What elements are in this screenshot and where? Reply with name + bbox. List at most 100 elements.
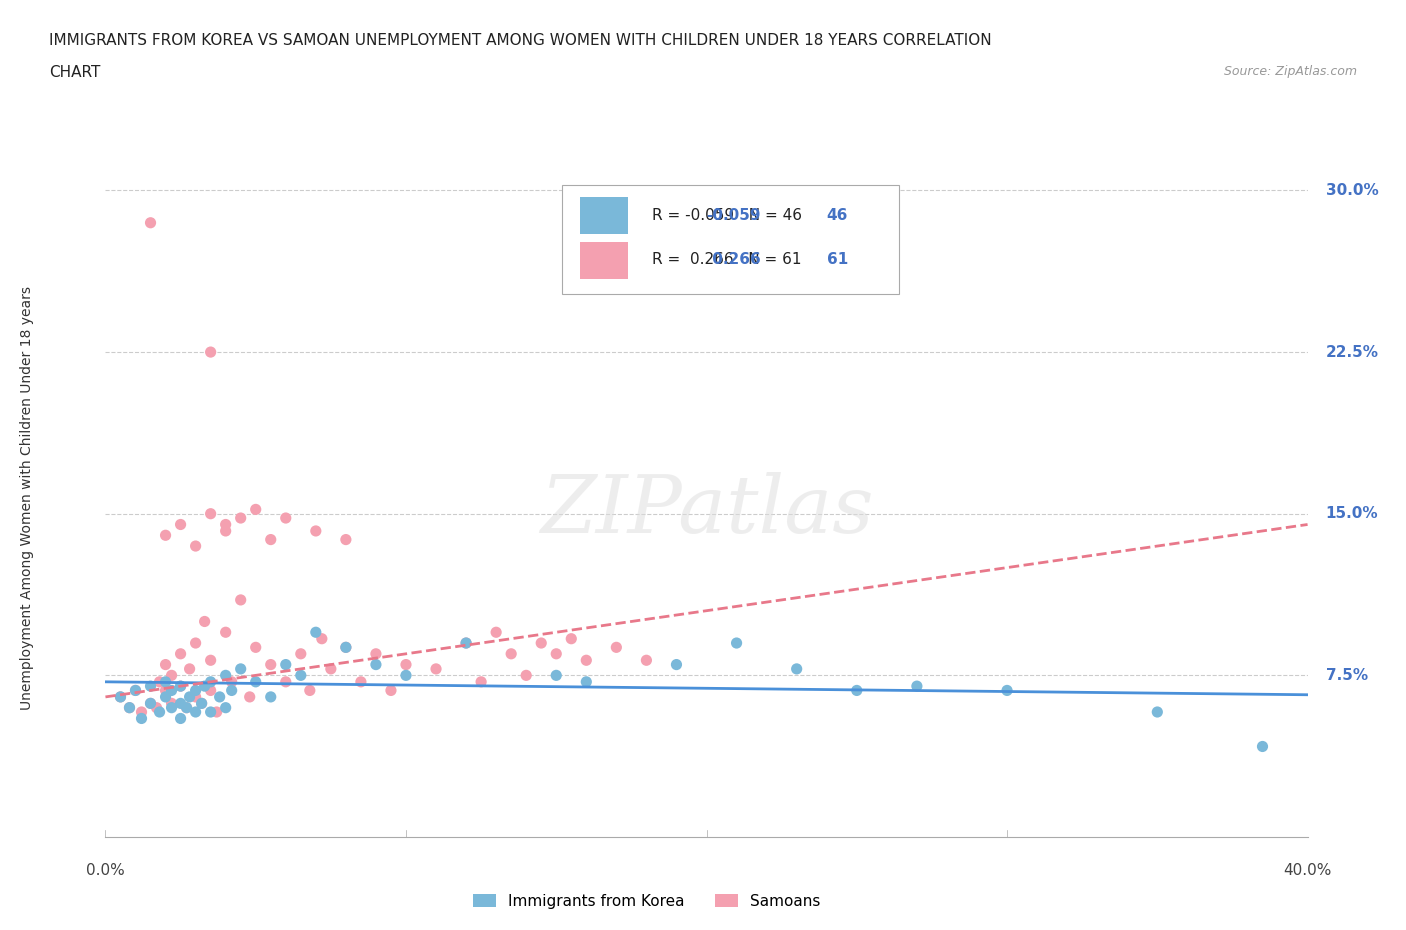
FancyBboxPatch shape <box>562 185 898 294</box>
Point <box>169 517 191 532</box>
Point <box>131 705 153 720</box>
Point <box>221 674 243 689</box>
Point <box>274 674 297 689</box>
Point <box>319 661 342 676</box>
Point <box>176 700 198 715</box>
Point <box>184 538 207 553</box>
Point <box>200 653 222 668</box>
Point <box>425 661 447 676</box>
Point <box>214 517 236 532</box>
Point <box>298 683 321 698</box>
Point <box>155 689 177 704</box>
Point <box>560 631 582 646</box>
FancyBboxPatch shape <box>581 197 628 234</box>
Point <box>380 683 402 698</box>
Point <box>245 502 267 517</box>
Point <box>131 711 153 726</box>
Point <box>155 658 177 672</box>
Point <box>335 640 357 655</box>
Text: CHART: CHART <box>49 65 101 80</box>
Point <box>364 658 387 672</box>
Point <box>546 668 568 683</box>
Point <box>139 696 162 711</box>
Point <box>155 674 177 689</box>
Point <box>335 532 357 547</box>
Text: R =  0.266   N = 61: R = 0.266 N = 61 <box>652 252 801 268</box>
Text: R = -0.059   N = 46: R = -0.059 N = 46 <box>652 208 803 223</box>
Point <box>200 705 222 720</box>
Point <box>501 646 523 661</box>
Point <box>155 528 177 543</box>
Point <box>214 625 236 640</box>
Point <box>179 689 201 704</box>
Point <box>118 700 141 715</box>
Point <box>311 631 333 646</box>
Point <box>148 705 170 720</box>
Point <box>605 640 627 655</box>
Text: 30.0%: 30.0% <box>1326 183 1378 198</box>
Point <box>190 696 212 711</box>
Text: 61: 61 <box>827 252 848 268</box>
Point <box>110 689 132 704</box>
Point <box>169 679 191 694</box>
Point <box>454 635 477 650</box>
Point <box>208 689 231 704</box>
Point <box>124 683 146 698</box>
Point <box>205 705 228 720</box>
Text: -0.059: -0.059 <box>707 208 761 223</box>
Point <box>160 700 183 715</box>
Point <box>214 524 236 538</box>
Point <box>260 658 283 672</box>
Point <box>145 700 167 715</box>
Point <box>260 532 283 547</box>
Point <box>575 653 598 668</box>
Point <box>176 700 198 715</box>
Point <box>200 683 222 698</box>
Point <box>274 511 297 525</box>
Point <box>139 696 162 711</box>
Point <box>395 658 418 672</box>
Point <box>229 661 252 676</box>
Text: Source: ZipAtlas.com: Source: ZipAtlas.com <box>1223 65 1357 78</box>
Point <box>995 683 1018 698</box>
Point <box>575 674 598 689</box>
Legend: Immigrants from Korea, Samoans: Immigrants from Korea, Samoans <box>467 887 827 915</box>
Point <box>169 696 191 711</box>
FancyBboxPatch shape <box>581 242 628 279</box>
Text: 0.266: 0.266 <box>707 252 761 268</box>
Point <box>470 674 492 689</box>
Point <box>200 674 222 689</box>
Point <box>214 700 236 715</box>
Point <box>200 506 222 521</box>
Point <box>335 640 357 655</box>
Point <box>160 668 183 683</box>
Point <box>229 592 252 607</box>
Text: 22.5%: 22.5% <box>1326 345 1379 360</box>
Point <box>260 689 283 704</box>
Point <box>364 646 387 661</box>
Point <box>530 635 553 650</box>
Point <box>245 640 267 655</box>
Point <box>229 511 252 525</box>
Point <box>454 635 477 650</box>
Point <box>190 696 212 711</box>
Point <box>184 705 207 720</box>
Point <box>160 683 183 698</box>
Point <box>139 216 162 231</box>
Point <box>214 668 236 683</box>
Point <box>179 661 201 676</box>
Point <box>305 524 328 538</box>
Text: ZIPatlas: ZIPatlas <box>540 472 873 550</box>
Point <box>1146 705 1168 720</box>
Point <box>290 646 312 661</box>
Point <box>194 614 217 629</box>
Point <box>786 661 808 676</box>
Point <box>200 345 222 360</box>
Point <box>155 683 177 698</box>
Point <box>515 668 537 683</box>
Point <box>169 711 191 726</box>
Point <box>274 658 297 672</box>
Point <box>546 646 568 661</box>
Point <box>239 689 262 704</box>
Point <box>139 679 162 694</box>
